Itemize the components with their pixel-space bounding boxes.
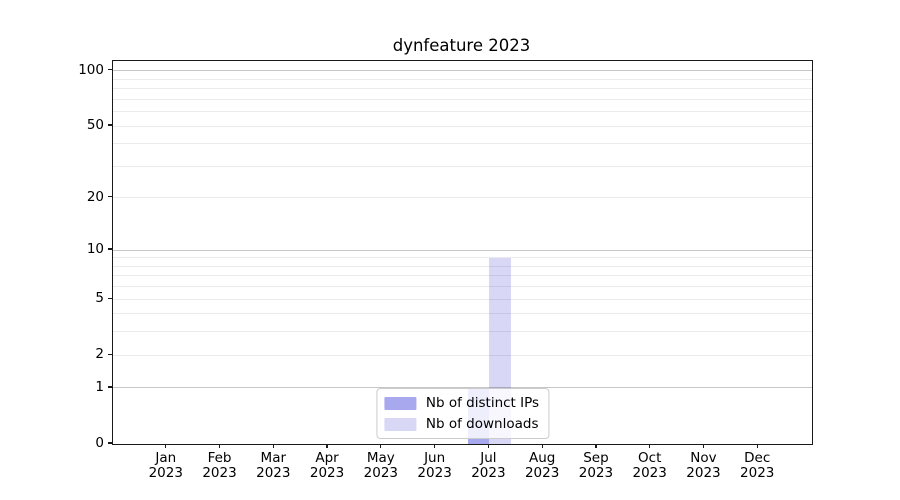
minor-gridline — [113, 313, 812, 315]
minor-gridline — [113, 125, 812, 127]
minor-gridline — [113, 298, 812, 300]
minor-gridline — [113, 331, 812, 333]
y-tick-label: 10 — [86, 241, 104, 258]
major-gridline — [113, 387, 812, 389]
minor-gridline — [113, 257, 812, 259]
minor-gridline — [113, 88, 812, 90]
legend-label: Nb of downloads — [425, 416, 539, 432]
y-tick-mark — [108, 353, 112, 355]
legend-label: Nb of distinct IPs — [425, 395, 540, 411]
y-tick-mark — [108, 297, 112, 299]
y-tick-label: 1 — [95, 378, 104, 395]
x-tick-mark — [272, 444, 274, 448]
grid-layer — [113, 61, 812, 444]
x-tick-label: Apr 2023 — [309, 450, 345, 481]
x-tick-mark — [649, 444, 651, 448]
x-tick-mark — [702, 444, 705, 448]
legend: Nb of distinct IPs Nb of downloads — [375, 388, 550, 439]
y-tick-mark — [108, 196, 112, 198]
distinct-ips-swatch — [383, 396, 416, 410]
minor-gridline — [113, 111, 812, 113]
y-tick-label: 5 — [95, 290, 104, 307]
minor-gridline — [113, 98, 812, 100]
minor-gridline — [113, 354, 812, 356]
x-tick-label: Dec 2023 — [740, 450, 775, 481]
x-tick-mark — [756, 444, 758, 448]
minor-gridline — [113, 275, 812, 277]
x-tick-mark — [326, 444, 328, 448]
legend-entry-downloads: Nb of downloads — [383, 416, 539, 432]
x-tick-label: Jul 2023 — [471, 450, 506, 481]
x-tick-label: Sep 2023 — [578, 450, 614, 481]
y-tick-label: 100 — [78, 61, 104, 78]
y-tick-label: 50 — [86, 117, 104, 134]
x-tick-mark — [434, 444, 436, 448]
y-tick-label: 20 — [86, 188, 104, 205]
y-tick-mark — [108, 386, 112, 388]
y-tick-mark — [108, 248, 112, 250]
minor-gridline — [113, 197, 812, 199]
x-tick-label: Mar 2023 — [256, 450, 291, 481]
x-tick-mark — [380, 444, 382, 448]
y-tick-mark — [108, 69, 112, 71]
minor-gridline — [113, 265, 812, 267]
x-tick-label: Oct 2023 — [632, 450, 667, 481]
minor-gridline — [113, 165, 812, 167]
minor-gridline — [113, 143, 812, 145]
x-tick-mark — [218, 444, 221, 448]
y-tick-mark — [108, 124, 112, 126]
x-tick-mark — [595, 444, 597, 448]
minor-gridline — [113, 286, 812, 288]
x-tick-mark — [165, 444, 167, 448]
x-tick-label: Nov 2023 — [686, 450, 721, 481]
downloads-swatch — [383, 417, 416, 431]
x-tick-label: Jan 2023 — [148, 450, 183, 481]
legend-entry-distinct-ips: Nb of distinct IPs — [383, 395, 540, 411]
x-tick-label: Aug 2023 — [524, 450, 560, 481]
x-tick-mark — [541, 444, 543, 448]
y-tick-mark — [108, 442, 112, 444]
y-tick-label: 0 — [95, 435, 104, 451]
x-tick-label: Jun 2023 — [417, 450, 452, 481]
major-gridline — [113, 249, 812, 251]
y-tick-label: 2 — [95, 346, 104, 363]
x-tick-label: Feb 2023 — [202, 450, 237, 481]
chart-title: dynfeature 2023 — [392, 36, 531, 55]
plot-area: Nb of distinct IPs Nb of downloads — [112, 60, 813, 445]
major-gridline — [113, 70, 812, 72]
x-tick-label: May 2023 — [363, 450, 399, 481]
minor-gridline — [113, 78, 812, 80]
x-tick-mark — [487, 444, 489, 448]
